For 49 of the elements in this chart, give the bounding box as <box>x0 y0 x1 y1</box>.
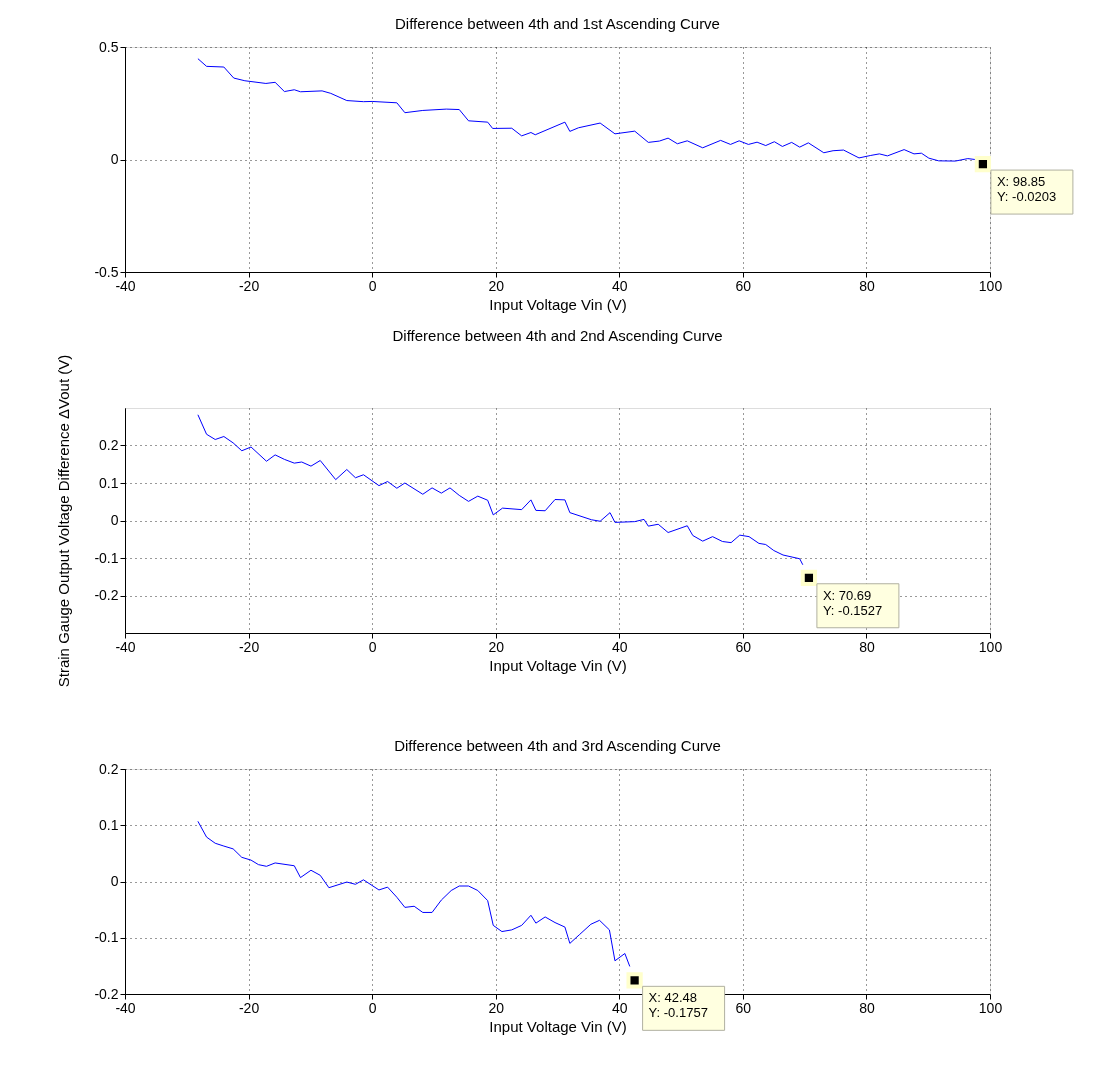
annotation: X: 42.48 Y: -0.1757 <box>648 990 708 1021</box>
y-tick-label: 0.1 <box>99 816 119 833</box>
chart-title: Difference between 4th and 1st Ascending Curve <box>395 15 720 32</box>
annotation: X: 98.85 Y: -0.0203 <box>996 174 1057 205</box>
y-tick-label: -0.1 <box>94 929 119 946</box>
x-tick-label: -40 <box>115 638 136 655</box>
x-tick-label: 0 <box>368 638 377 655</box>
x-tick-label: -40 <box>115 277 136 294</box>
chart-title: Difference between 4th and 2nd Ascending Curve <box>392 327 723 345</box>
x-tick-label: 0 <box>368 999 377 1016</box>
x-axis-title: Input Voltage Vin (V) <box>489 295 627 313</box>
y-tick-label: 0.5 <box>99 38 119 55</box>
x-axis-title: Input Voltage Vin (V) <box>489 1017 627 1035</box>
y-tick-label: 0 <box>110 512 119 528</box>
chart-title: Difference between 4th and 3rd Ascending Curve <box>394 737 721 754</box>
x-tick-label: 60 <box>735 277 752 294</box>
y-axis-title: Strain Gauge Output Voltage Difference ΔVout (V) <box>55 354 73 688</box>
x-tick-label: 60 <box>735 638 752 655</box>
x-tick-label: 60 <box>735 999 752 1016</box>
annotation: X: 70.69 Y: -0.1527 <box>822 587 883 618</box>
x-tick-label: 20 <box>488 638 505 655</box>
x-tick-label: -40 <box>115 999 136 1016</box>
x-tick-label: 80 <box>859 638 875 655</box>
y-tick-label: -0.5 <box>94 263 119 280</box>
x-tick-label: 40 <box>612 638 628 655</box>
y-tick-label: -0.2 <box>94 985 119 1002</box>
y-tick-label: 0.1 <box>99 474 119 491</box>
y-tick-label: -0.1 <box>94 549 119 566</box>
x-axis-title: Input Voltage Vin (V) <box>489 656 627 674</box>
x-tick-label: 40 <box>612 277 628 294</box>
x-tick-label: 80 <box>859 999 875 1016</box>
y-tick-label: 0.2 <box>99 437 119 453</box>
y-tick-label: 0 <box>110 873 119 889</box>
y-tick-label: 0 <box>110 151 119 167</box>
x-tick-label: 100 <box>978 277 1003 294</box>
x-tick-label: 20 <box>488 999 505 1016</box>
x-tick-label: 0 <box>368 277 377 294</box>
x-tick-label: 100 <box>978 638 1003 655</box>
x-tick-label: -20 <box>238 277 260 294</box>
y-tick-label: -0.2 <box>94 587 119 603</box>
line-series <box>197 414 804 566</box>
x-tick-label: -20 <box>238 638 260 655</box>
x-tick-label: 20 <box>488 277 505 294</box>
x-tick-label: -20 <box>238 999 260 1016</box>
x-tick-label: 80 <box>859 277 875 294</box>
x-tick-label: 100 <box>978 999 1003 1016</box>
line-series <box>197 820 631 967</box>
y-tick-label: 0.2 <box>99 760 119 777</box>
x-tick-label: 40 <box>612 999 628 1016</box>
